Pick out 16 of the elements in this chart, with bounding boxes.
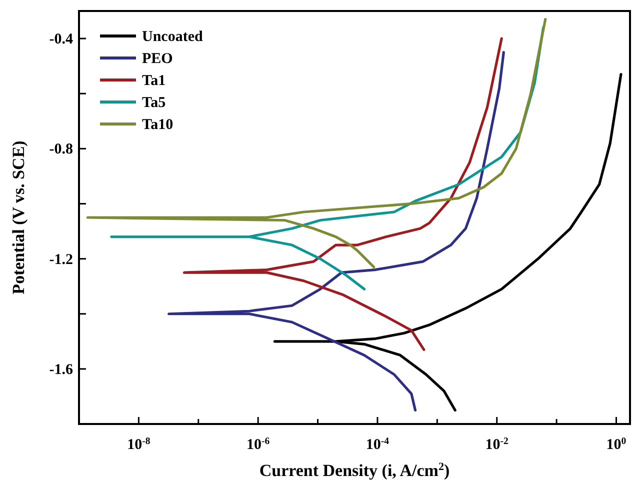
legend-label: Uncoated	[142, 29, 204, 45]
legend-label: PEO	[142, 51, 173, 67]
x-tick-label: 10$^{-2}$	[485, 436, 509, 453]
legend-label: Ta10	[142, 117, 174, 133]
y-tick-label: -0.4	[49, 32, 74, 48]
y-tick-label: -0.8	[49, 142, 73, 158]
y-tick-label: -1.2	[49, 252, 73, 268]
legend-label: Ta5	[142, 95, 166, 111]
x-tick-label: 10$^{-6}$	[246, 436, 270, 453]
x-axis-title: Current Density (i, A/cm$^{2}$)	[259, 461, 450, 480]
x-tick-label: 10$^{0}$	[606, 436, 626, 453]
y-axis-title: Potential (V vs. SCE)	[9, 140, 28, 294]
y-tick-label: -1.6	[49, 362, 74, 378]
legend-label: Ta1	[142, 73, 166, 89]
x-tick-label: 10$^{-4}$	[366, 436, 390, 453]
x-tick-label: 10$^{-8}$	[127, 436, 150, 453]
